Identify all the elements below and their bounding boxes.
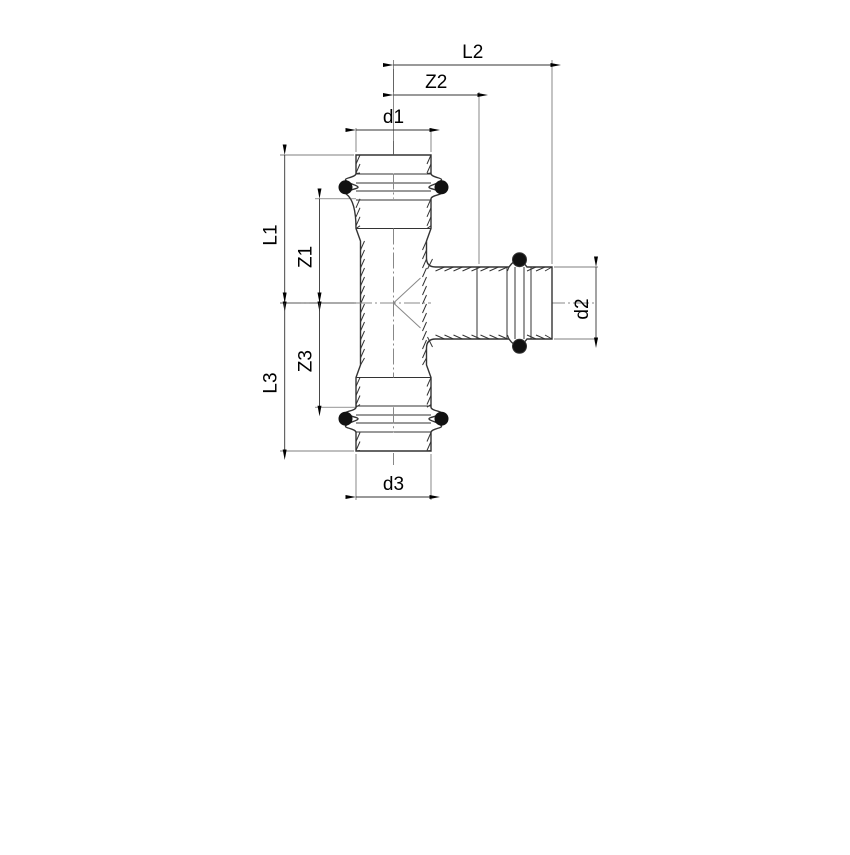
svg-text:Z2: Z2 <box>425 72 447 93</box>
svg-text:d3: d3 <box>383 474 404 495</box>
svg-text:d2: d2 <box>572 298 593 319</box>
svg-text:L2: L2 <box>462 42 483 63</box>
svg-text:Z3: Z3 <box>296 350 317 372</box>
svg-text:d1: d1 <box>383 107 404 128</box>
svg-text:L1: L1 <box>261 224 282 245</box>
svg-text:Z1: Z1 <box>296 246 317 268</box>
svg-text:L3: L3 <box>261 372 282 393</box>
